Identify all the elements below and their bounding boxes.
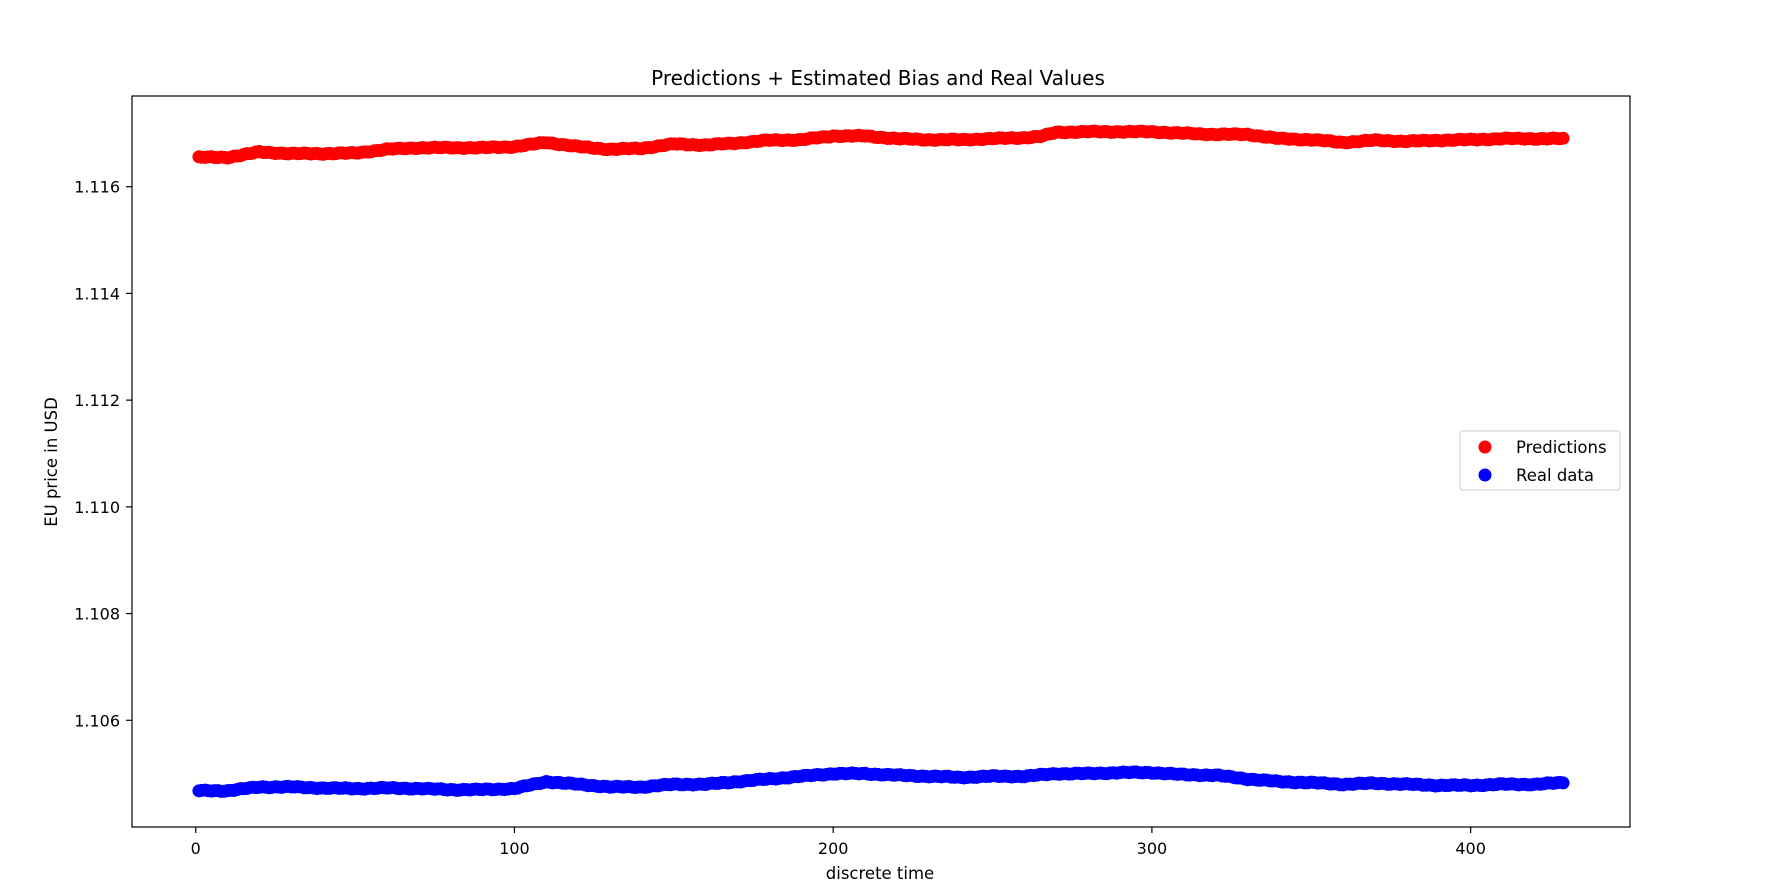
series-layer <box>192 124 1570 798</box>
x-tick-label: 100 <box>499 839 530 858</box>
x-axis-title: discrete time <box>826 864 934 883</box>
legend: Predictions Real data <box>1459 430 1621 491</box>
legend-box <box>1459 430 1621 491</box>
y-tick-label: 1.114 <box>74 284 120 303</box>
y-tick-label: 1.116 <box>74 178 120 197</box>
data-point <box>1556 131 1570 145</box>
legend-marker-predictions <box>1478 440 1492 454</box>
y-tick-label: 1.112 <box>74 391 120 410</box>
legend-marker-real-data <box>1478 468 1492 482</box>
series-real-data <box>192 765 1570 798</box>
plot-area-frame <box>131 95 1631 828</box>
x-axis: 0 100 200 300 400 <box>191 827 1486 858</box>
chart-title: Predictions + Estimated Bias and Real Va… <box>651 66 1105 90</box>
legend-label-predictions: Predictions <box>1516 438 1607 457</box>
x-tick-label: 200 <box>818 839 849 858</box>
x-tick-label: 400 <box>1455 839 1486 858</box>
data-point <box>1556 776 1570 790</box>
series-predictions <box>192 124 1570 165</box>
y-tick-label: 1.106 <box>74 711 120 730</box>
legend-label-real-data: Real data <box>1516 466 1594 485</box>
y-tick-label: 1.110 <box>74 498 120 517</box>
y-tick-label: 1.108 <box>74 605 120 624</box>
x-tick-label: 0 <box>191 839 201 858</box>
y-axis: 1.106 1.108 1.110 1.112 1.114 1.116 <box>74 178 132 730</box>
x-tick-label: 300 <box>1137 839 1168 858</box>
y-axis-title: EU price in USD <box>42 397 61 527</box>
